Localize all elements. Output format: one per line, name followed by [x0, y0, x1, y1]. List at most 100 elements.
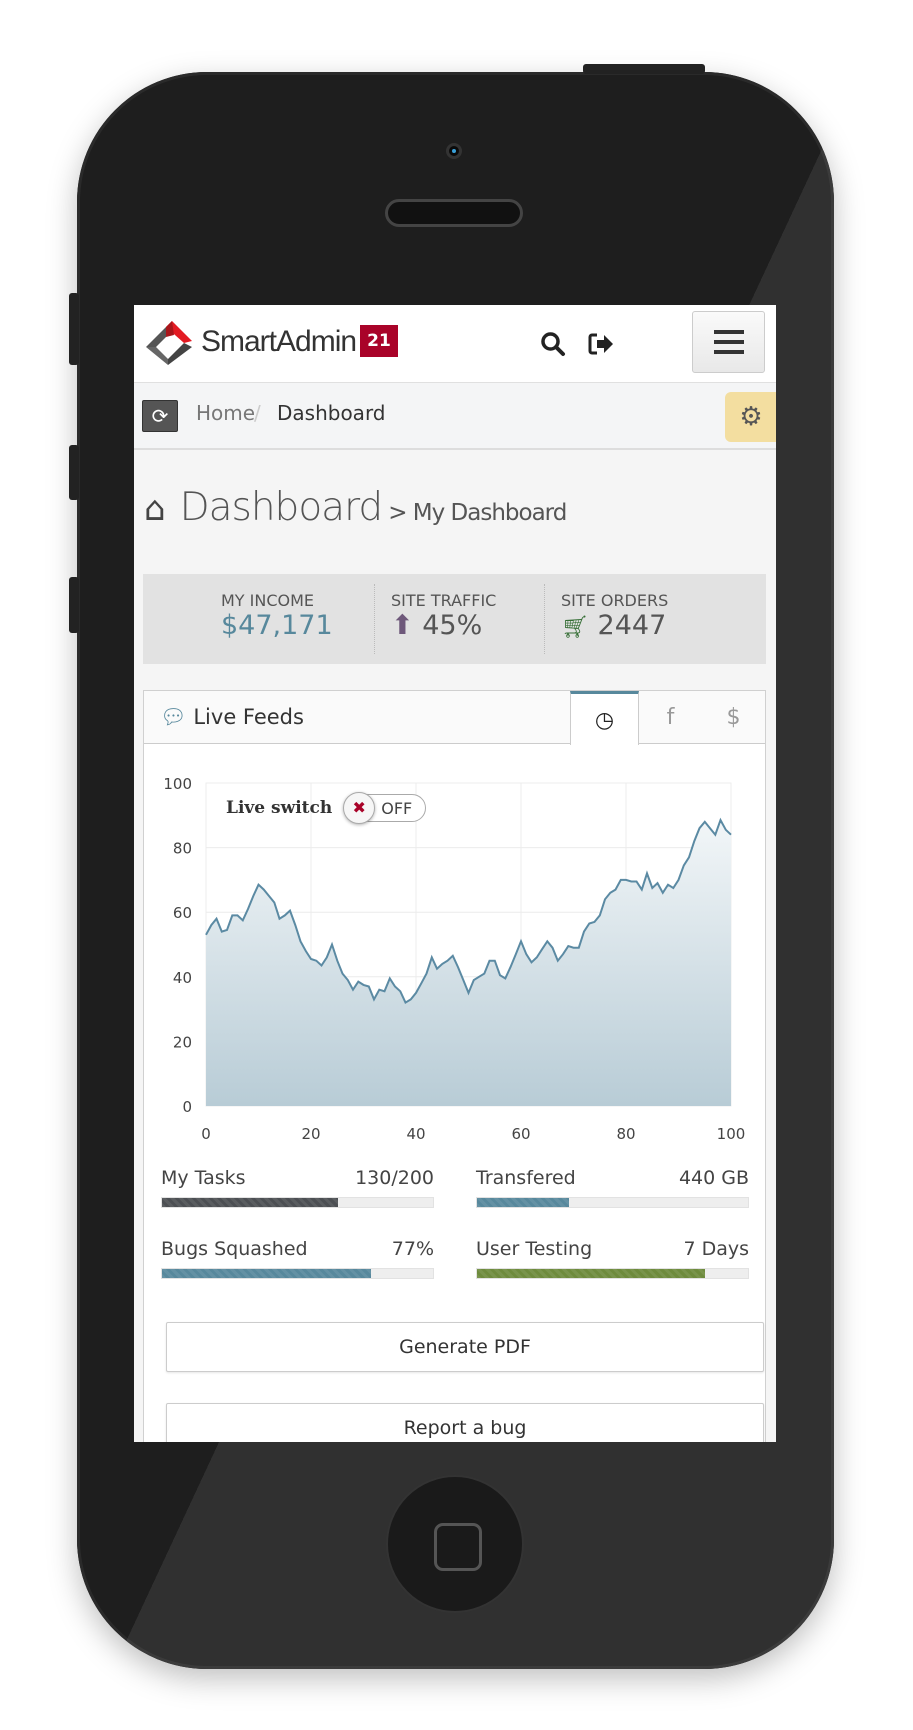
stat-value: ⬆ 45%: [391, 610, 544, 642]
breadcrumb-bar: ⟳ Home / Dashboard ⚙: [134, 383, 776, 450]
progress-row: Transfered 440 GB: [476, 1167, 749, 1189]
x-tick-label: 0: [201, 1125, 211, 1143]
progress-label: Bugs Squashed: [161, 1238, 308, 1260]
progress-track: [161, 1197, 434, 1208]
logout-icon[interactable]: [588, 333, 614, 355]
live-switch-toggle[interactable]: ✖ OFF: [343, 792, 427, 824]
top-header: SmartAdmin 21: [134, 305, 776, 383]
progress-row: Bugs Squashed 77%: [161, 1238, 434, 1260]
progress-user-testing: User Testing 7 Days: [476, 1238, 749, 1279]
live-switch-label: Live switch: [226, 798, 333, 818]
comments-icon: 💬︎: [160, 705, 187, 729]
progress-bugs-squashed: Bugs Squashed 77%: [161, 1238, 434, 1279]
progress-fill: [477, 1198, 570, 1207]
menu-bar: [713, 330, 744, 334]
live-feeds-widget: 💬︎ Live Feeds ◷ f $ 0 20 40 60 80 100 0 20 40 60 8…: [143, 690, 766, 1442]
page-subtitle: > My Dashboard: [388, 500, 567, 526]
x-tick-label: 100: [717, 1125, 746, 1143]
volume-down-button: [69, 577, 79, 633]
progress-row: User Testing 7 Days: [476, 1238, 749, 1260]
stat-traffic: SITE TRAFFIC ⬆ 45%: [375, 584, 545, 654]
generate-pdf-button[interactable]: Generate PDF: [166, 1322, 764, 1372]
stat-label: SITE ORDERS: [561, 591, 669, 610]
page-title-text: Dashboard: [179, 485, 384, 530]
search-icon[interactable]: [540, 331, 566, 357]
x-tick-label: 80: [616, 1125, 635, 1143]
settings-gear-button[interactable]: ⚙: [725, 392, 776, 442]
y-tick-label: 100: [163, 775, 192, 793]
progress-row: My Tasks 130/200: [161, 1167, 434, 1189]
refresh-icon[interactable]: ⟳: [142, 400, 178, 432]
home-icon: ⌂: [144, 489, 166, 529]
x-tick-label: 60: [511, 1125, 530, 1143]
progress-value: 130/200: [355, 1167, 434, 1189]
y-tick-label: 20: [173, 1033, 192, 1051]
y-tick-label: 60: [173, 904, 192, 922]
progress-value: 7 Days: [683, 1238, 749, 1260]
progress-label: User Testing: [476, 1238, 593, 1260]
stats-bar: MY INCOME $47,171 SITE TRAFFIC ⬆ 45% SIT…: [143, 574, 766, 664]
arrow-circle-up-icon: ⬆: [391, 610, 414, 641]
progress-track: [161, 1268, 434, 1279]
x-tick-label: 40: [406, 1125, 425, 1143]
stat-label: MY INCOME: [221, 591, 315, 610]
breadcrumb-separator: /: [254, 401, 261, 425]
y-tick-label: 0: [182, 1098, 192, 1116]
report-bug-button[interactable]: Report a bug: [166, 1403, 764, 1442]
smartadmin-logo-icon: [146, 321, 192, 365]
breadcrumb-home[interactable]: Home: [196, 401, 256, 425]
progress-label: My Tasks: [161, 1167, 246, 1189]
tab-dollar[interactable]: $: [702, 691, 765, 744]
progress-fill: [477, 1269, 705, 1278]
version-badge: 21: [360, 325, 398, 357]
breadcrumb-current: Dashboard: [277, 401, 386, 425]
mute-switch: [69, 293, 79, 365]
live-feed-chart: 0 20 40 60 80 100 0 20 40 60 80 100: [163, 775, 746, 1143]
y-tick-label: 80: [173, 840, 192, 858]
earpiece-speaker: [385, 199, 523, 227]
progress-label: Transfered: [476, 1167, 576, 1189]
x-tick-label: 20: [301, 1125, 320, 1143]
live-switch-state: OFF: [381, 799, 413, 818]
series-area: [206, 820, 731, 1106]
front-camera: [446, 143, 462, 159]
close-x-icon: ✖: [343, 792, 376, 824]
progress-value: 440 GB: [678, 1167, 749, 1189]
page-title: ⌂ Dashboard > My Dashboard: [144, 485, 567, 535]
progress-transfered: Transfered 440 GB: [476, 1167, 749, 1208]
brand-name: SmartAdmin: [201, 325, 357, 358]
stat-orders: SITE ORDERS 🛒︎ 2447: [545, 584, 715, 654]
home-button[interactable]: [386, 1475, 524, 1613]
progress-track: [476, 1268, 749, 1279]
volume-up-button: [69, 445, 79, 500]
widget-header: 💬︎ Live Feeds ◷ f $: [144, 691, 765, 745]
dollar-icon: $: [726, 705, 741, 730]
widget-title-text: Live Feeds: [193, 705, 304, 729]
widget-title: 💬︎ Live Feeds: [160, 705, 304, 730]
stat-value: 🛒︎ 2447: [561, 610, 715, 644]
series-line: [205, 817, 732, 1005]
power-button: [583, 64, 705, 74]
progress-fill: [162, 1198, 339, 1207]
stat-label: SITE TRAFFIC: [391, 591, 497, 610]
clock-icon: ◷: [594, 708, 615, 733]
progress-value: 77%: [391, 1238, 434, 1260]
progress-track: [476, 1197, 749, 1208]
stat-income: MY INCOME $47,171: [205, 584, 375, 654]
menu-bar: [713, 340, 744, 344]
traffic-value: 45%: [422, 610, 483, 641]
tab-clock[interactable]: ◷: [570, 691, 639, 745]
facebook-icon: f: [666, 705, 675, 730]
cart-icon: 🛒︎: [561, 615, 589, 640]
progress-my-tasks: My Tasks 130/200: [161, 1167, 434, 1208]
menu-bar: [713, 350, 744, 354]
app-screen: SmartAdmin 21 ⟳ Home / Dashboard ⚙ ⌂ Das…: [134, 305, 776, 1442]
stat-value: $47,171: [221, 610, 374, 642]
y-tick-label: 40: [173, 969, 192, 987]
tab-facebook[interactable]: f: [639, 691, 702, 744]
orders-value: 2447: [597, 610, 667, 641]
hamburger-menu-button[interactable]: [692, 311, 765, 373]
live-switch: Live switch ✖ OFF: [226, 792, 427, 824]
progress-fill: [162, 1269, 371, 1278]
income-value: $47,171: [221, 610, 333, 641]
